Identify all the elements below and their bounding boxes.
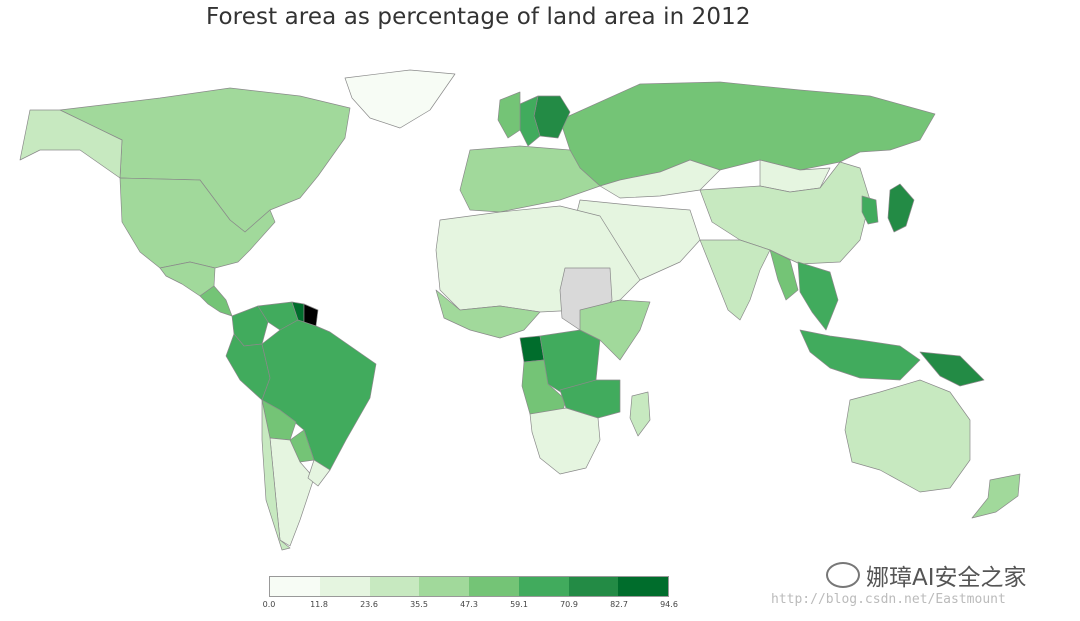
region-papua-new-guinea: Papua New Guinea	[919, 351, 985, 387]
region-chile: Chile	[261, 399, 291, 551]
legend-tick-label: 47.3	[460, 600, 478, 609]
legend-tick-label: 0.0	[262, 600, 276, 609]
legend-tick-label: 35.5	[410, 600, 428, 609]
region-australia: Australia	[844, 379, 971, 493]
region-southern-africa: Southern Africa	[529, 407, 601, 475]
legend-swatch-5	[518, 577, 569, 596]
region-indonesia: Indonesia	[799, 329, 921, 381]
legend-tick-labels: 0.0 11.8 23.6 35.5 47.3 59.1 70.9 82.7 94.6	[263, 597, 678, 611]
legend-swatch-1	[319, 577, 370, 596]
region-kazakhstan: Kazakhstan	[599, 159, 721, 199]
region-new-zealand: New Zealand	[971, 473, 1021, 519]
legend-swatch-6	[568, 577, 619, 596]
region-greenland: Greenland	[344, 69, 456, 129]
region-japan: Japan	[887, 183, 915, 233]
region-alaska: Alaska	[19, 109, 123, 179]
legend-swatch-3	[419, 577, 469, 596]
map-title: Forest area as percentage of land area i…	[206, 4, 751, 30]
legend-tick-label: 11.8	[310, 600, 328, 609]
region-southeast-asia: Southeast Asia	[797, 261, 839, 331]
watermark: 娜璋AI安全之家	[826, 558, 1027, 592]
region-west-africa: West Africa	[435, 289, 541, 339]
legend-swatch-7	[618, 577, 668, 596]
legend-tick-label: 82.7	[610, 600, 628, 609]
wechat-icon	[826, 562, 860, 588]
legend-swatch-2	[369, 577, 420, 596]
source-url: http://blog.csdn.net/Eastmount	[771, 592, 1006, 607]
legend-color-bar	[269, 576, 669, 597]
region-norway: Norway	[497, 91, 521, 139]
region-united-states: United States	[119, 177, 276, 269]
legend-tick-label: 59.1	[510, 600, 528, 609]
world-choropleth-map: CanadaUnited StatesAlaskaGreenlandMexico…	[19, 69, 1021, 551]
legend-swatch-4	[469, 577, 519, 596]
region-myanmar: Myanmar	[769, 249, 799, 301]
legend-tick-label: 23.6	[360, 600, 378, 609]
region-madagascar: Madagascar	[629, 391, 651, 437]
color-legend: 0.0 11.8 23.6 35.5 47.3 59.1 70.9 82.7 94.6	[263, 576, 678, 611]
region-east-africa: East Africa	[579, 299, 651, 361]
watermark-text: 娜璋AI安全之家	[866, 565, 1027, 591]
region-korea: Korea	[861, 195, 879, 225]
region-uruguay: Uruguay	[307, 459, 331, 487]
region-russia: Russia	[559, 81, 936, 187]
region-europe: Europe	[459, 145, 601, 213]
legend-tick-label: 94.6	[660, 600, 678, 609]
legend-tick-label: 70.9	[560, 600, 578, 609]
region-india: India	[699, 239, 771, 321]
legend-swatch-0	[270, 577, 320, 596]
